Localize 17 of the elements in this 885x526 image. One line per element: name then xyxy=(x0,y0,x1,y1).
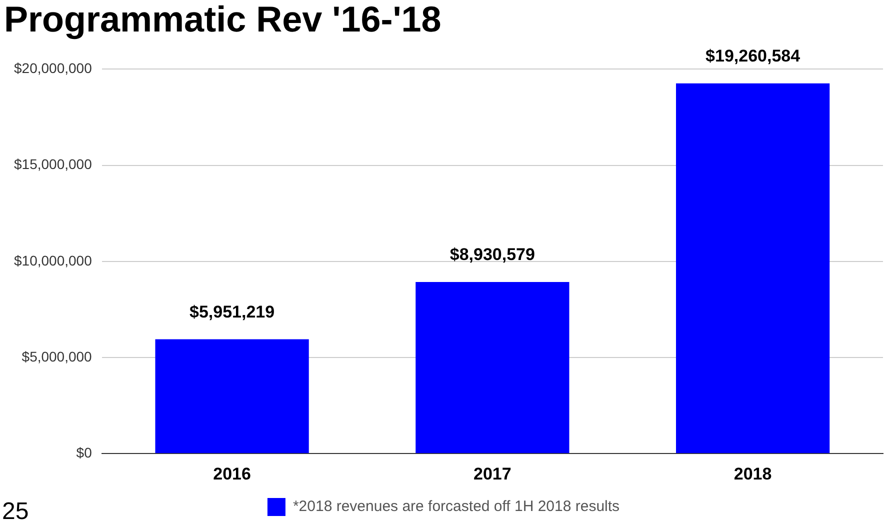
bar xyxy=(676,83,830,454)
data-label: $5,951,219 xyxy=(190,302,275,322)
legend-label: *2018 revenues are forcasted off 1H 2018 results xyxy=(292,498,620,516)
y-tick-label: $10,000,000 xyxy=(14,252,92,268)
y-tick-label: $20,000,000 xyxy=(14,60,92,76)
bar xyxy=(416,282,570,454)
x-tick-label: 2016 xyxy=(213,464,251,484)
y-tick-label: $15,000,000 xyxy=(14,156,92,172)
chart-title: Programmatic Rev '16-'18 xyxy=(4,0,442,40)
data-label: $8,930,579 xyxy=(450,245,535,264)
y-tick-label: $0 xyxy=(76,444,92,460)
y-tick-label: $5,000,000 xyxy=(22,348,92,364)
x-tick-label: 2018 xyxy=(734,464,772,484)
text: 25 xyxy=(2,498,29,526)
data-label: $19,260,584 xyxy=(706,46,801,66)
bar xyxy=(155,339,309,454)
x-tick-label: 2017 xyxy=(474,464,512,484)
